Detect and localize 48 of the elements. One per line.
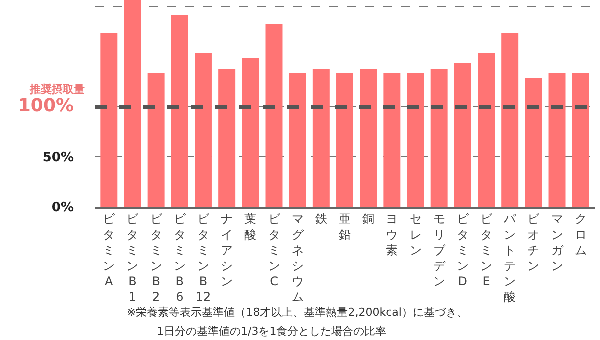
- x-tick-label: 銅: [362, 212, 375, 226]
- bar: [171, 15, 188, 207]
- text: 1日分の基準値の1/3を1食分とした場合の比率: [157, 325, 387, 338]
- x-tick-label: ビタミンA: [103, 212, 116, 289]
- x-tick-label: ビタミンB1: [126, 212, 140, 304]
- x-tick-label: ビタミンB2: [150, 212, 164, 304]
- x-tick-label: マンガン: [551, 212, 564, 273]
- bar: [336, 73, 354, 207]
- y-tick-label: 50%: [42, 150, 74, 166]
- bar: [148, 73, 165, 207]
- ref-line-label: 推奨摂取量: [29, 83, 85, 96]
- bar: [548, 73, 566, 207]
- bar: [430, 69, 448, 207]
- y-tick-label: 0%: [52, 200, 74, 216]
- bar: [289, 73, 306, 207]
- bar: [525, 78, 542, 207]
- bar: [572, 73, 590, 207]
- x-tick-label: パントテン酸: [503, 212, 518, 304]
- x-tick-label: モリブデン: [433, 212, 446, 289]
- text: ※栄養素等表示基準値（18才以上、基準熱量2,200kcal）に基づき、: [127, 306, 468, 319]
- bar: [384, 73, 401, 207]
- x-tick-label: 亜鉛: [339, 212, 351, 242]
- bar: [360, 69, 378, 207]
- x-tick-label: ビオチン: [528, 212, 541, 273]
- bar: [407, 73, 424, 207]
- bar: [124, 0, 142, 207]
- x-tick-label: ビタミンB6: [174, 212, 187, 304]
- bar: [502, 33, 519, 207]
- x-tick-label: ビタミンE: [480, 212, 494, 289]
- bar: [312, 69, 330, 207]
- x-tick-label: ビタミンC: [268, 212, 282, 289]
- x-tick-label: マグネシウム: [292, 212, 305, 304]
- bar: [195, 53, 212, 207]
- x-tick-label: ビタミンD: [456, 212, 470, 289]
- x-tick-label: 葉酸: [244, 212, 257, 242]
- x-tick-label: ヨウ素: [386, 212, 398, 258]
- x-tick-label: クロム: [574, 212, 587, 258]
- bar: [478, 53, 495, 207]
- y-tick-label: 100%: [18, 96, 74, 117]
- x-tick-label: ナイアシン: [221, 212, 234, 289]
- bar: [266, 24, 283, 207]
- x-tick-label: ビタミンB12: [196, 212, 212, 304]
- bar: [454, 63, 472, 207]
- x-tick-label: 鉄: [315, 212, 328, 226]
- bar: [218, 69, 236, 207]
- x-tick-label: セレン: [410, 212, 422, 258]
- bar: [242, 58, 260, 207]
- bar: [100, 33, 118, 207]
